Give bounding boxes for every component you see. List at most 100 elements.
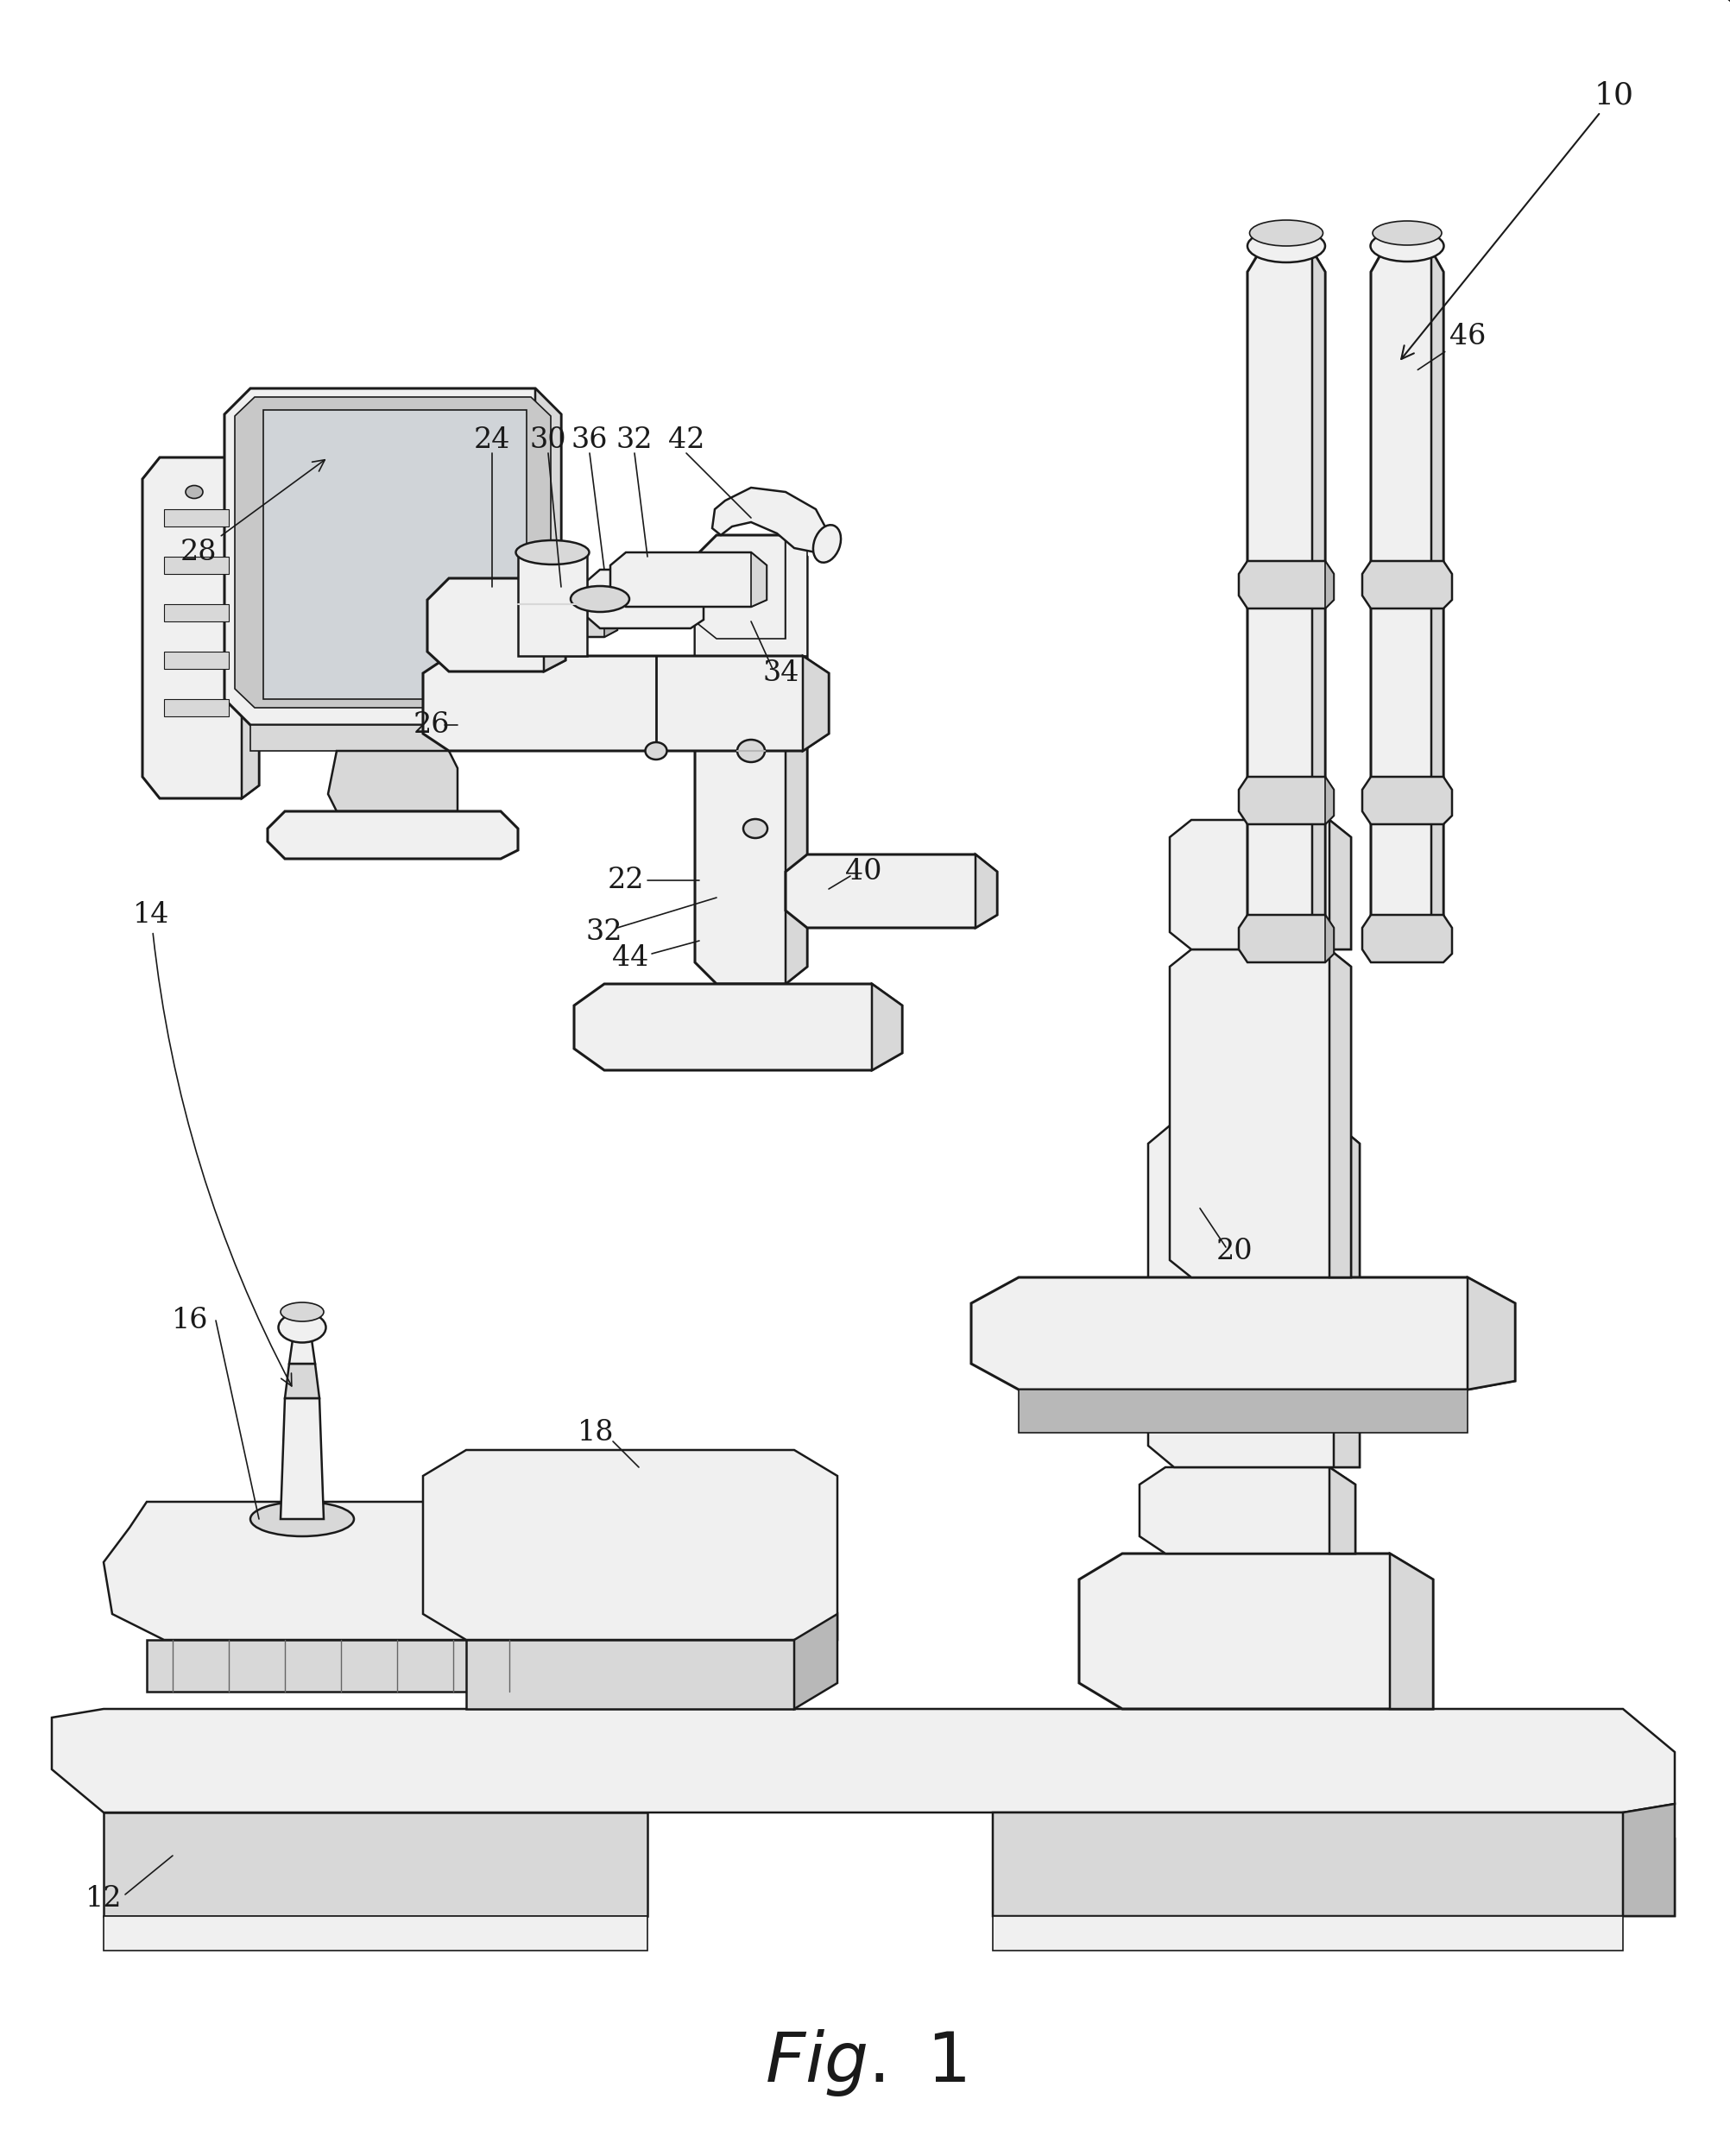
Polygon shape [104,1813,647,1917]
Text: 46: 46 [1419,323,1486,371]
Polygon shape [1329,949,1351,1276]
Polygon shape [993,1813,1675,1917]
Polygon shape [235,397,550,707]
Polygon shape [1467,1276,1515,1391]
Polygon shape [1362,914,1451,962]
Text: 32: 32 [616,427,652,455]
Text: 22: 22 [607,867,644,895]
Polygon shape [872,983,901,1069]
Polygon shape [1362,561,1451,608]
Polygon shape [142,457,260,798]
Polygon shape [465,1641,794,1710]
Polygon shape [1169,949,1351,1276]
Polygon shape [1169,819,1351,949]
Text: 36: 36 [571,427,607,455]
Ellipse shape [1247,229,1325,263]
Ellipse shape [645,742,666,759]
Polygon shape [251,724,535,750]
Ellipse shape [1372,220,1441,246]
Polygon shape [785,854,996,927]
Ellipse shape [737,740,765,761]
Text: 32: 32 [586,918,623,946]
Polygon shape [427,578,566,671]
Ellipse shape [813,524,841,563]
Text: 14: 14 [133,901,292,1386]
Bar [164,699,228,716]
Polygon shape [289,1332,315,1365]
Polygon shape [263,410,526,699]
Polygon shape [586,1623,647,1692]
Polygon shape [1362,776,1451,824]
Polygon shape [1334,1121,1360,1468]
Text: 20: 20 [1216,1238,1253,1266]
Text: 40: 40 [844,858,882,886]
Polygon shape [1325,914,1334,962]
Polygon shape [104,1503,673,1641]
Polygon shape [1329,819,1351,949]
Polygon shape [52,1710,1675,1813]
Polygon shape [517,552,586,655]
Polygon shape [1239,914,1334,962]
Polygon shape [424,655,829,750]
Text: $\mathit{Fig.\ 1}$: $\mathit{Fig.\ 1}$ [765,2027,965,2098]
Ellipse shape [251,1503,355,1537]
Polygon shape [695,535,808,655]
Polygon shape [794,1615,837,1710]
Ellipse shape [185,485,202,498]
Polygon shape [285,1365,320,1399]
Polygon shape [540,582,618,636]
Text: 10: 10 [1401,80,1635,360]
Polygon shape [713,487,829,552]
Polygon shape [695,535,808,983]
Polygon shape [1080,1554,1432,1710]
Polygon shape [1325,776,1334,824]
Polygon shape [1149,1121,1360,1468]
Text: 26: 26 [413,711,450,740]
Polygon shape [1247,250,1325,940]
Bar [164,651,228,668]
Polygon shape [329,750,457,811]
Polygon shape [1431,250,1443,940]
Polygon shape [751,552,766,606]
Ellipse shape [280,1302,324,1322]
Text: 18: 18 [578,1419,614,1447]
Polygon shape [803,655,829,750]
Polygon shape [604,582,618,636]
Polygon shape [1239,776,1334,824]
Ellipse shape [571,586,630,612]
Polygon shape [280,1399,324,1520]
Text: 42: 42 [668,427,704,455]
Text: 30: 30 [529,427,567,455]
Polygon shape [1019,1391,1467,1434]
Polygon shape [785,535,808,983]
Polygon shape [424,1451,837,1641]
Polygon shape [1389,1554,1432,1710]
Bar [164,509,228,526]
Text: 16: 16 [171,1307,208,1335]
Text: 24: 24 [474,427,510,455]
Polygon shape [1239,561,1334,608]
Text: 44: 44 [612,944,649,972]
Polygon shape [1623,1805,1675,1917]
Ellipse shape [279,1313,325,1343]
Polygon shape [993,1917,1623,1951]
Polygon shape [586,569,704,627]
Polygon shape [242,457,260,798]
Polygon shape [1311,250,1325,940]
Ellipse shape [1249,220,1323,246]
Polygon shape [1035,0,1730,399]
Polygon shape [1325,561,1334,608]
Polygon shape [971,1276,1515,1391]
Polygon shape [611,552,766,606]
Polygon shape [543,578,566,671]
Ellipse shape [744,819,768,839]
Text: 34: 34 [763,660,799,688]
Bar [164,556,228,573]
Polygon shape [1140,1468,1355,1554]
Polygon shape [976,854,996,927]
Polygon shape [574,983,901,1069]
Polygon shape [268,811,517,858]
Polygon shape [1370,250,1443,940]
Polygon shape [104,1917,647,1951]
Polygon shape [147,1641,586,1692]
